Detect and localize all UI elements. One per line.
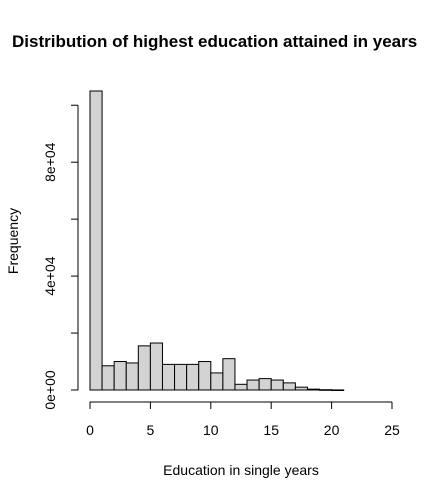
histogram-bar [210, 372, 224, 391]
histogram-bar [137, 345, 151, 391]
y-tick-label: 8e+04 [42, 142, 58, 182]
x-tick-label: 10 [203, 422, 219, 438]
histogram-bar [319, 389, 333, 391]
histogram-bar [113, 361, 127, 391]
histogram-bar [198, 361, 212, 391]
y-tick-label: 0e+00 [42, 370, 58, 410]
histogram-bar [258, 378, 272, 391]
histogram-bar [222, 358, 236, 391]
x-tick-label: 0 [86, 422, 94, 438]
y-axis-label: Frequency [5, 208, 21, 274]
histogram-bar [294, 386, 308, 391]
x-axis-label: Education in single years [163, 462, 319, 478]
histogram-bar [186, 363, 200, 391]
x-tick-label: 15 [263, 422, 279, 438]
histogram-bar [149, 342, 163, 391]
histogram-bar [101, 365, 115, 391]
histogram-bars [89, 90, 345, 392]
histogram-bar [89, 90, 103, 391]
histogram-bar [282, 382, 296, 391]
histogram-bar [246, 379, 260, 391]
chart-title: Distribution of highest education attain… [12, 32, 417, 51]
x-tick-label: 5 [147, 422, 155, 438]
histogram-bar [306, 388, 321, 391]
y-axis: 0e+00 4e+04 8e+04 [42, 104, 79, 410]
x-tick-label: 20 [324, 422, 340, 438]
histogram-bar [234, 383, 248, 391]
x-tick-label: 25 [384, 422, 400, 438]
histogram-bar [174, 363, 188, 391]
histogram-bar [270, 379, 284, 391]
histogram-bar [125, 362, 139, 391]
histogram-bar [331, 389, 345, 392]
x-axis: 0 5 10 15 20 25 [86, 401, 400, 438]
histogram-bar [161, 363, 176, 391]
y-tick-label: 4e+04 [42, 256, 58, 296]
